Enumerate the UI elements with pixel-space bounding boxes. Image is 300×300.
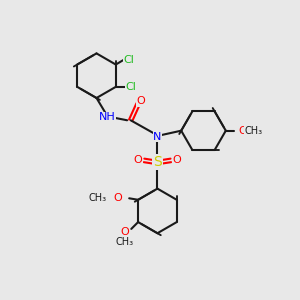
Text: O: O <box>238 126 247 136</box>
Text: CH₃: CH₃ <box>89 193 107 203</box>
Text: O: O <box>172 155 181 165</box>
Text: O: O <box>113 193 122 203</box>
Text: Cl: Cl <box>125 82 136 92</box>
Text: S: S <box>153 155 162 169</box>
Text: CH₃: CH₃ <box>245 126 263 136</box>
Text: O: O <box>134 155 142 165</box>
Text: NH: NH <box>98 112 115 122</box>
Text: O: O <box>137 96 146 106</box>
Text: N: N <box>153 132 162 142</box>
Text: O: O <box>120 227 129 238</box>
Text: Cl: Cl <box>124 55 135 65</box>
Text: CH₃: CH₃ <box>116 237 134 247</box>
